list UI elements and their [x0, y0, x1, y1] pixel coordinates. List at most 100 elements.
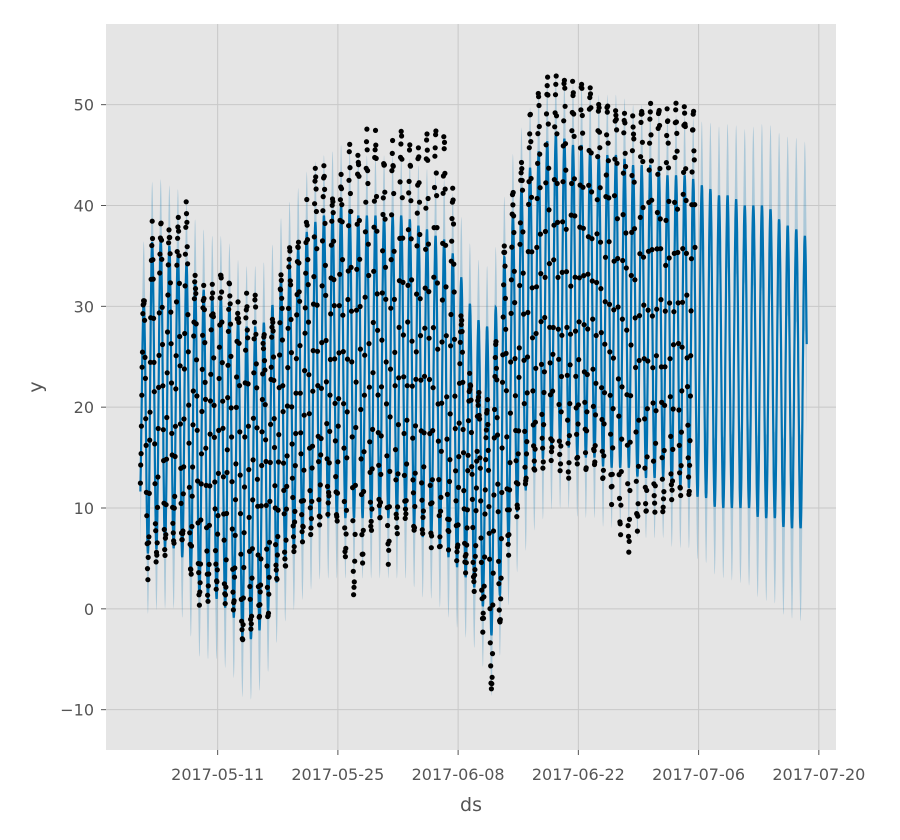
- observed-point: [191, 296, 197, 302]
- observed-point: [188, 566, 194, 573]
- observed-point: [560, 219, 566, 225]
- observed-point: [512, 300, 518, 306]
- observed-point: [566, 475, 572, 481]
- observed-point: [170, 520, 176, 526]
- observed-point: [565, 440, 571, 446]
- observed-point: [576, 357, 582, 363]
- observed-point: [259, 462, 265, 469]
- observed-point: [250, 415, 256, 421]
- observed-point: [347, 190, 353, 197]
- observed-point: [433, 170, 439, 176]
- observed-point: [669, 478, 676, 484]
- observed-point: [589, 189, 595, 195]
- observed-point: [336, 396, 342, 402]
- observed-point: [152, 521, 158, 527]
- observed-point: [313, 186, 319, 192]
- observed-point: [258, 556, 264, 562]
- observed-point: [635, 513, 641, 519]
- observed-point: [280, 383, 286, 389]
- observed-point: [399, 156, 405, 162]
- observed-point: [627, 487, 633, 494]
- observed-point: [298, 451, 304, 457]
- observed-point: [285, 305, 292, 311]
- observed-point: [259, 429, 265, 435]
- observed-point: [512, 356, 518, 362]
- observed-point: [660, 504, 666, 510]
- observed-point: [484, 397, 491, 403]
- observed-point: [553, 73, 559, 79]
- observed-point: [614, 216, 621, 222]
- observed-point: [157, 270, 163, 276]
- observed-point: [534, 244, 540, 250]
- observed-point: [304, 237, 311, 243]
- observed-point: [267, 498, 273, 504]
- observed-point: [504, 434, 510, 440]
- observed-point: [172, 423, 178, 429]
- observed-point: [576, 275, 583, 281]
- observed-point: [162, 552, 168, 559]
- observed-point: [138, 423, 144, 429]
- observed-point: [373, 193, 380, 200]
- observed-point: [441, 139, 448, 145]
- observed-point: [310, 388, 316, 394]
- observed-point: [200, 332, 206, 338]
- observed-point: [193, 321, 199, 327]
- observed-point: [639, 111, 645, 117]
- observed-point: [426, 376, 433, 383]
- observed-point: [655, 171, 661, 177]
- observed-point: [443, 333, 449, 339]
- observed-point: [428, 545, 434, 551]
- observed-point: [163, 502, 169, 508]
- observed-point: [686, 488, 692, 494]
- observed-point: [279, 337, 285, 343]
- observed-point: [489, 651, 496, 657]
- observed-point: [238, 551, 244, 557]
- observed-point: [644, 487, 650, 493]
- observed-point: [260, 340, 266, 346]
- observed-point: [283, 506, 289, 512]
- observed-point: [635, 463, 642, 469]
- observed-point: [532, 446, 538, 452]
- observed-point: [144, 513, 150, 519]
- observed-point: [618, 502, 624, 508]
- observed-point: [570, 90, 576, 96]
- observed-point: [579, 85, 585, 91]
- observed-point: [436, 477, 442, 483]
- observed-point: [596, 129, 603, 135]
- observed-point: [526, 145, 532, 151]
- observed-point: [281, 487, 287, 493]
- observed-point: [457, 339, 463, 345]
- observed-point: [581, 273, 587, 279]
- observed-point: [675, 249, 681, 256]
- observed-point: [465, 468, 471, 474]
- observed-point: [594, 197, 600, 203]
- observed-point: [487, 556, 493, 562]
- observed-point: [632, 315, 638, 321]
- observed-point: [515, 481, 521, 487]
- observed-point: [173, 299, 180, 305]
- observed-point: [590, 316, 596, 322]
- observed-point: [245, 423, 251, 429]
- observed-point: [488, 663, 494, 669]
- observed-point: [282, 556, 288, 562]
- observed-point: [225, 395, 231, 401]
- observed-point: [390, 163, 396, 169]
- observed-point: [477, 416, 483, 422]
- observed-point: [520, 229, 526, 235]
- observed-point: [349, 359, 355, 365]
- observed-point: [159, 304, 165, 310]
- observed-point: [628, 393, 634, 399]
- observed-point: [251, 370, 257, 376]
- observed-point: [421, 430, 427, 436]
- observed-point: [535, 160, 541, 166]
- observed-point: [278, 287, 284, 293]
- observed-point: [609, 471, 615, 477]
- observed-point: [663, 217, 669, 223]
- observed-point: [231, 598, 237, 604]
- observed-point: [262, 367, 268, 373]
- observed-point: [523, 475, 529, 481]
- observed-point: [305, 257, 311, 263]
- observed-point: [579, 81, 585, 87]
- observed-point: [299, 539, 306, 545]
- observed-point: [141, 298, 147, 304]
